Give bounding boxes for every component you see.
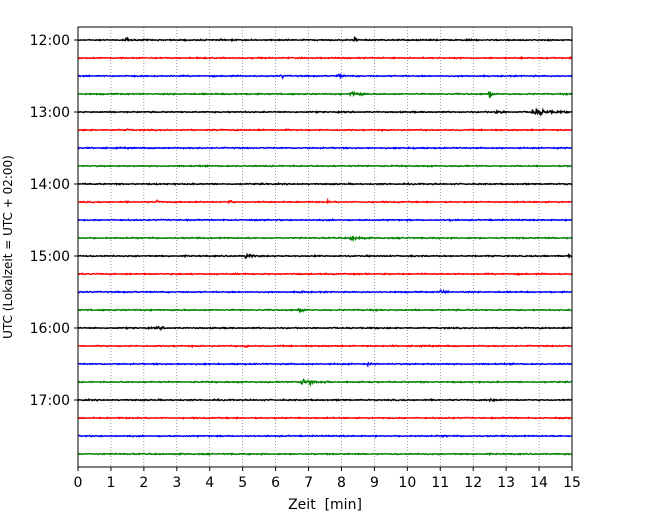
x-tick-label: 14 [530,475,548,491]
y-tick-label: 16:00 [30,321,70,337]
seismogram-trace [77,107,573,117]
x-axis-ticks: 0 1 2 3 4 5 6 7 8 9 10 11 12 13 14 15 [74,467,581,491]
y-tick-label: 13:00 [30,105,70,121]
seismogram-trace [77,146,573,151]
plot-frame [77,26,573,468]
x-tick-label: 7 [304,475,313,491]
seismogram-trace [77,343,573,349]
seismogram-trace [77,361,573,368]
seismogram-trace [77,288,573,295]
x-tick-label: 10 [398,475,416,491]
x-tick-label: 0 [74,475,83,491]
x-tick-label: 11 [431,475,449,491]
y-axis-ticks: 12:00 13:00 14:00 15:00 16:00 17:00 [30,33,78,409]
y-tick-label: 12:00 [30,33,70,49]
seismogram-trace [77,416,573,420]
x-tick-label: 6 [271,475,280,491]
seismogram-trace [77,378,573,387]
x-tick-label: 1 [106,475,115,491]
seismogram-trace [77,73,573,80]
seismogram-trace [77,307,573,315]
x-tick-label: 8 [337,475,346,491]
x-tick-label: 3 [172,475,181,491]
grid-lines [110,27,540,467]
x-tick-label: 9 [370,475,379,491]
x-tick-label: 5 [238,475,247,491]
x-tick-label: 12 [464,475,482,491]
seismogram-trace [77,55,573,61]
y-tick-label: 17:00 [30,393,70,409]
seismogram-trace [77,127,573,133]
seismogram-trace [77,433,573,439]
seismogram-trace [77,217,573,223]
y-tick-label: 14:00 [30,177,70,193]
seismogram-traces [77,36,573,457]
seismogram-trace [77,397,573,403]
x-axis-label: Zeit [min] [288,497,362,513]
seismogram-trace [77,272,573,276]
x-tick-label: 15 [563,475,581,491]
seismogram-trace [77,36,573,43]
x-tick-label: 2 [139,475,148,491]
seismogram-trace [77,452,573,457]
seismogram-trace [77,235,573,242]
seismogram-trace [77,163,573,169]
seismogram-trace [77,90,573,99]
seismogram-trace [77,325,573,332]
seismogram-trace [77,197,573,205]
y-axis-label: UTC (Lokalzeit = UTC + 02:00) [1,155,15,339]
seismogram-trace [77,252,573,260]
seismogram-trace [77,181,573,187]
x-tick-label: 4 [205,475,214,491]
y-tick-label: 15:00 [30,249,70,265]
x-tick-label: 13 [497,475,515,491]
